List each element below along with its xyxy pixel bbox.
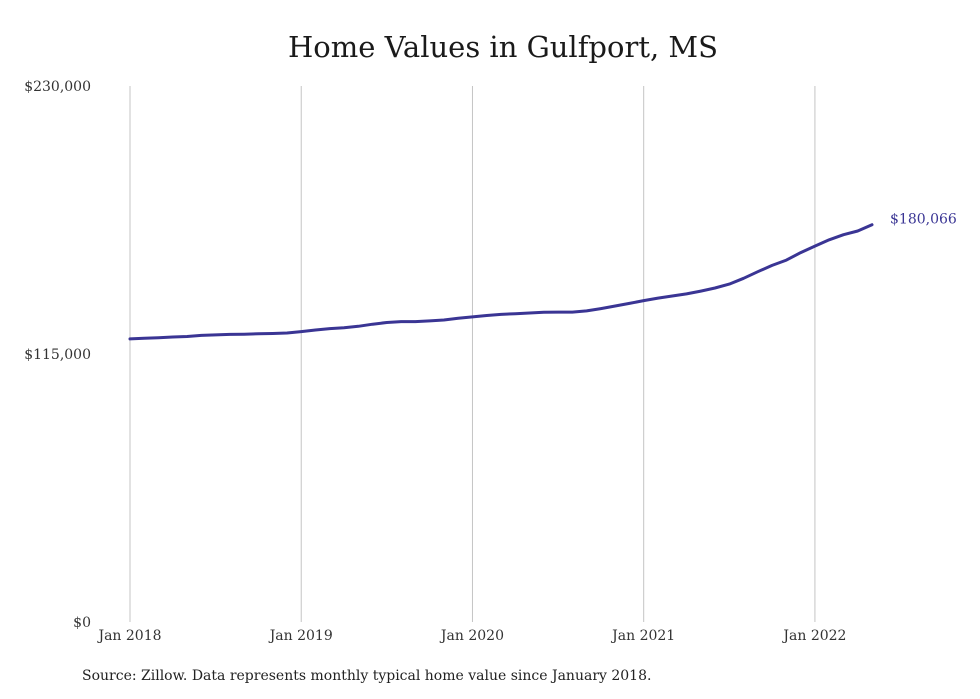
end-value-label: $180,066 (890, 212, 957, 228)
x-tick-label: Jan 2022 (781, 628, 846, 644)
gridlines (129, 86, 816, 622)
series-line-home-values (128, 223, 874, 341)
chart-title: Home Values in Gulfport, MS (288, 30, 718, 64)
x-tick-label: Jan 2021 (610, 628, 675, 644)
x-tick-label: Jan 2018 (96, 628, 161, 644)
data-labels: $180,066 (890, 212, 957, 228)
x-tick-label: Jan 2019 (268, 628, 333, 644)
y-tick-label: $0 (73, 615, 91, 631)
chart-source-note: Source: Zillow. Data represents monthly … (82, 668, 652, 684)
y-axis-ticks: $0 $115,000 $230,000 (24, 79, 91, 631)
x-axis-ticks: Jan 2018 Jan 2019 Jan 2020 Jan 2021 Jan 2022 (96, 628, 846, 644)
y-tick-label: $115,000 (24, 347, 91, 363)
series-layer (128, 223, 874, 341)
y-tick-label: $230,000 (24, 79, 91, 95)
x-tick-label: Jan 2020 (439, 628, 504, 644)
